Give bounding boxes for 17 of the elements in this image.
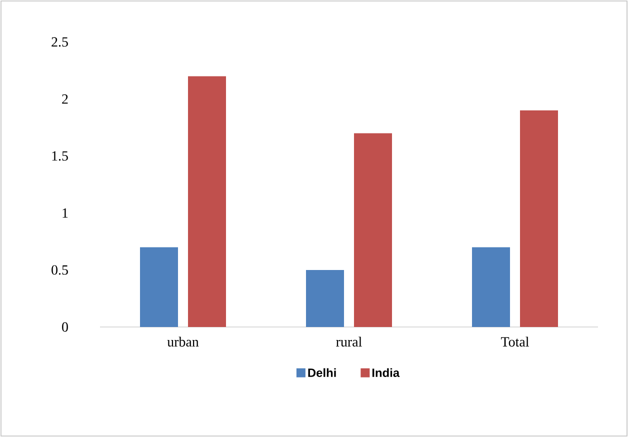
y-tick-label: 1: [62, 208, 68, 218]
y-tick-label: 1.5: [52, 151, 68, 161]
bar: [306, 270, 344, 327]
bar: [520, 110, 558, 327]
y-tick-label: 0.5: [52, 265, 68, 275]
bar: [140, 247, 178, 327]
x-tick-label: Total: [501, 336, 529, 347]
bar: [354, 133, 392, 327]
x-tick-label: urban: [167, 336, 199, 347]
bar: [188, 76, 226, 327]
bar: [472, 247, 510, 327]
y-tick-label: 2.5: [52, 37, 68, 47]
y-tick-label: 2: [62, 94, 68, 104]
legend-label: Delhi: [308, 368, 336, 378]
legend-label: India: [372, 368, 400, 378]
y-tick-label: 0: [62, 322, 68, 332]
x-tick-label: rural: [336, 336, 362, 347]
